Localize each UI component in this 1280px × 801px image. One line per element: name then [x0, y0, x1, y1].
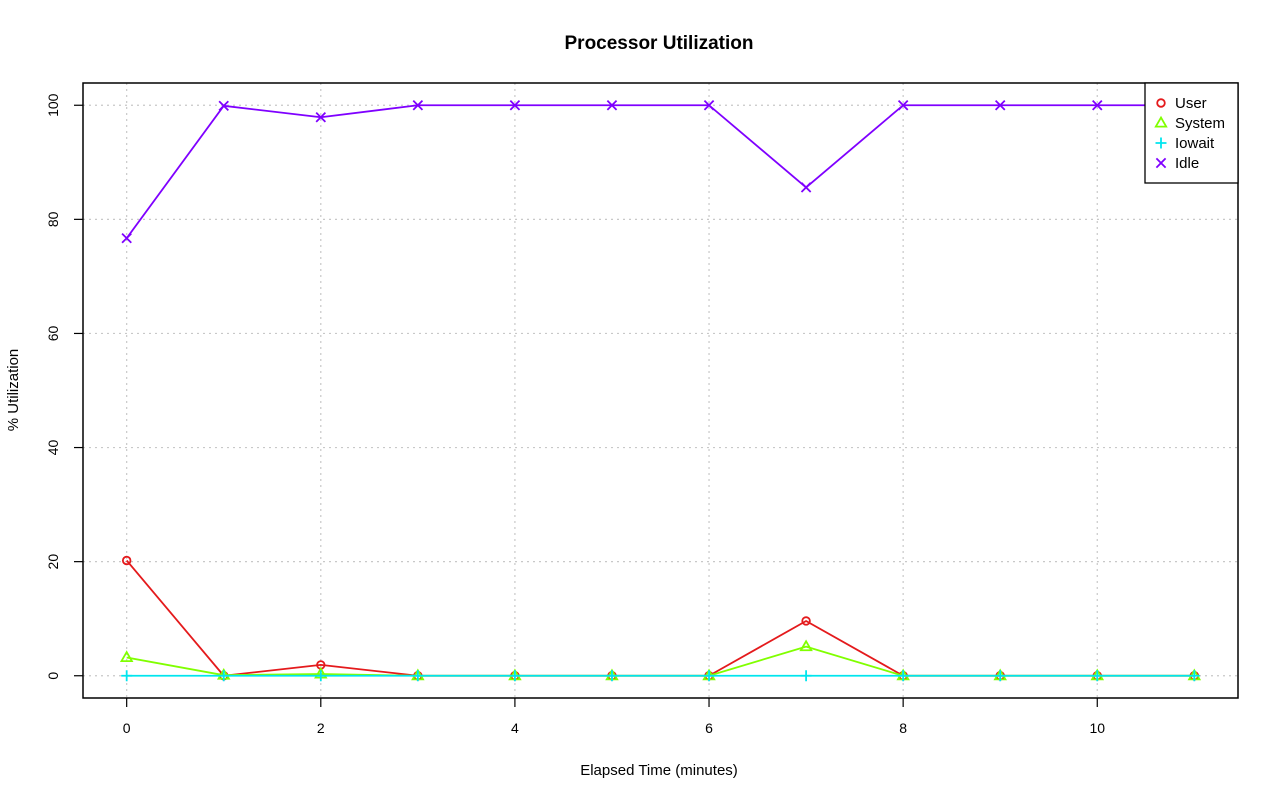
x-tick-label-4: 8 [899, 720, 907, 736]
point-idle-4 [509, 100, 521, 111]
point-iowait-8 [897, 670, 909, 682]
point-idle-10 [1092, 100, 1103, 111]
series-layer [119, 100, 1202, 682]
legend-marker-idle [1155, 157, 1167, 169]
x-tick-label-2: 4 [511, 720, 519, 736]
point-iowait-11 [1188, 670, 1200, 682]
point-iowait-2 [315, 670, 327, 682]
point-iowait-3 [412, 670, 424, 682]
point-user-0 [121, 555, 132, 566]
series-line-idle [125, 104, 1195, 239]
point-idle-3 [412, 100, 424, 111]
point-iowait-6 [703, 670, 715, 682]
point-idle-0 [121, 232, 132, 244]
legend-label-system: System [1175, 115, 1225, 132]
point-idle-9 [994, 100, 1006, 111]
y-tick-label-4: 80 [45, 211, 61, 227]
y-tick-label-3: 60 [45, 325, 61, 341]
point-iowait-5 [606, 670, 618, 682]
x-axis: 0 2 4 6 8 10 [123, 698, 1105, 736]
point-iowait-1 [218, 670, 230, 682]
legend-label-iowait: Iowait [1175, 135, 1215, 152]
point-iowait-10 [1091, 670, 1103, 682]
point-iowait-7 [800, 670, 812, 682]
y-tick-label-2: 40 [45, 440, 61, 456]
series-iowait [121, 670, 1200, 682]
y-tick-label-1: 20 [45, 554, 61, 570]
legend-marker-system [1154, 115, 1168, 128]
x-tick-label-3: 6 [705, 720, 713, 736]
y-axis-label: % Utilization [5, 349, 22, 432]
x-tick-label-5: 10 [1089, 720, 1105, 736]
y-tick-label-5: 100 [45, 93, 61, 117]
point-idle-7 [800, 182, 812, 193]
point-idle-1 [218, 100, 229, 112]
y-tick-label-0: 0 [45, 672, 61, 680]
point-iowait-9 [994, 670, 1006, 682]
x-tick-label-1: 2 [317, 720, 325, 736]
point-idle-8 [897, 100, 909, 111]
point-iowait-0 [121, 670, 133, 682]
legend-marker-user [1156, 98, 1166, 108]
y-axis: 0 20 40 60 80 100 [45, 93, 83, 680]
point-idle-5 [606, 100, 618, 111]
legend-label-user: User [1175, 95, 1207, 112]
point-iowait-4 [509, 670, 521, 682]
point-idle-6 [703, 100, 715, 111]
legend: User System Iowait Idle [1144, 82, 1239, 184]
legend-marker-iowait [1155, 137, 1167, 149]
legend-label-idle: Idle [1175, 155, 1199, 172]
plot-frame [82, 82, 1239, 699]
point-user-7 [801, 616, 811, 626]
point-system-7 [799, 639, 813, 652]
x-tick-label-0: 0 [123, 720, 131, 736]
point-system-0 [119, 650, 134, 662]
point-idle-2 [315, 111, 327, 123]
chart-title: Processor Utilization [565, 33, 754, 54]
x-axis-label: Elapsed Time (minutes) [580, 762, 738, 779]
